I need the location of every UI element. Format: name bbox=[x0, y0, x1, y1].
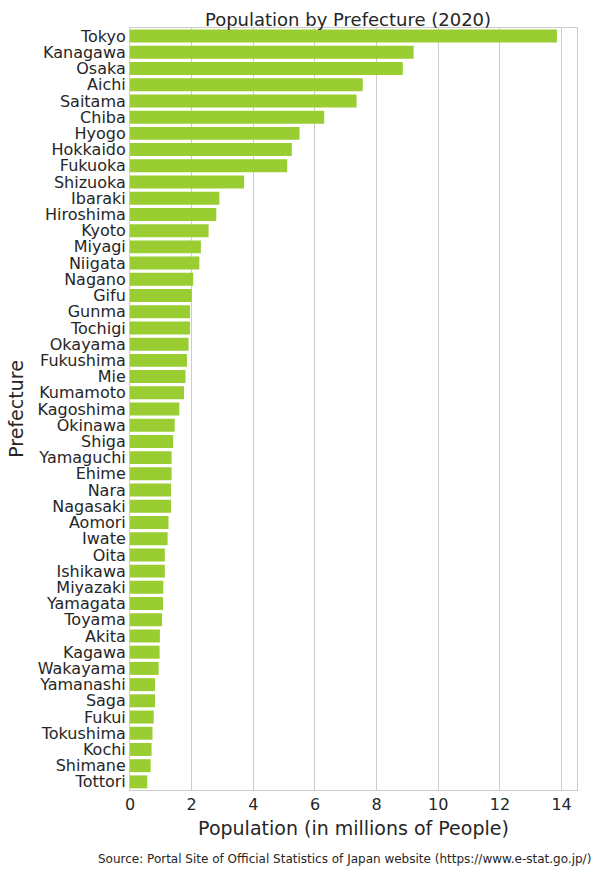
svg-text:Tokyo: Tokyo bbox=[80, 27, 126, 46]
svg-text:Yamaguchi: Yamaguchi bbox=[38, 448, 125, 467]
svg-text:Akita: Akita bbox=[85, 627, 126, 646]
svg-text:4: 4 bbox=[248, 795, 258, 814]
svg-text:Shizuoka: Shizuoka bbox=[54, 173, 126, 192]
svg-text:Chiba: Chiba bbox=[80, 108, 126, 127]
svg-text:Niigata: Niigata bbox=[69, 254, 126, 273]
svg-text:Tochigi: Tochigi bbox=[70, 319, 126, 338]
svg-text:Miyagi: Miyagi bbox=[74, 237, 126, 256]
svg-text:Iwate: Iwate bbox=[82, 529, 126, 548]
svg-text:Fukui: Fukui bbox=[84, 708, 126, 727]
svg-text:Tottori: Tottori bbox=[75, 772, 126, 791]
svg-text:Saga: Saga bbox=[86, 691, 126, 710]
svg-text:12: 12 bbox=[490, 795, 510, 814]
svg-text:Kagawa: Kagawa bbox=[63, 643, 126, 662]
svg-text:Hokkaido: Hokkaido bbox=[52, 140, 126, 159]
svg-text:0: 0 bbox=[125, 795, 135, 814]
svg-text:Gunma: Gunma bbox=[68, 302, 126, 321]
svg-text:Hyogo: Hyogo bbox=[75, 124, 126, 143]
svg-text:6: 6 bbox=[310, 795, 320, 814]
svg-text:Kyoto: Kyoto bbox=[81, 221, 126, 240]
svg-text:10: 10 bbox=[428, 795, 448, 814]
svg-text:2: 2 bbox=[187, 795, 197, 814]
svg-text:8: 8 bbox=[372, 795, 382, 814]
svg-text:Shimane: Shimane bbox=[56, 756, 126, 775]
svg-text:Saitama: Saitama bbox=[60, 92, 126, 111]
svg-text:Fukushima: Fukushima bbox=[40, 351, 126, 370]
svg-text:Oita: Oita bbox=[93, 546, 126, 565]
svg-text:Tokushima: Tokushima bbox=[41, 724, 126, 743]
svg-text:Okinawa: Okinawa bbox=[57, 416, 126, 435]
svg-text:Miyazaki: Miyazaki bbox=[56, 578, 125, 597]
svg-text:Gifu: Gifu bbox=[93, 286, 126, 305]
svg-text:Wakayama: Wakayama bbox=[38, 659, 126, 678]
svg-text:Osaka: Osaka bbox=[76, 59, 126, 78]
svg-text:Ishikawa: Ishikawa bbox=[56, 562, 125, 581]
svg-text:Hiroshima: Hiroshima bbox=[45, 205, 126, 224]
svg-text:Shiga: Shiga bbox=[81, 432, 126, 451]
svg-text:Kagoshima: Kagoshima bbox=[38, 400, 126, 419]
svg-text:Yamagata: Yamagata bbox=[46, 594, 126, 613]
svg-text:Kochi: Kochi bbox=[83, 740, 126, 759]
svg-text:14: 14 bbox=[551, 795, 571, 814]
svg-text:Nagano: Nagano bbox=[64, 270, 126, 289]
svg-text:Kumamoto: Kumamoto bbox=[39, 383, 126, 402]
svg-text:Prefecture: Prefecture bbox=[5, 360, 27, 458]
svg-text:Aichi: Aichi bbox=[87, 75, 126, 94]
svg-text:Population by Prefecture (2020: Population by Prefecture (2020) bbox=[205, 9, 491, 30]
svg-text:Population (in millions of Peo: Population (in millions of People) bbox=[198, 817, 509, 839]
svg-text:Nara: Nara bbox=[88, 481, 126, 500]
svg-text:Mie: Mie bbox=[98, 367, 126, 386]
svg-text:Ibaraki: Ibaraki bbox=[71, 189, 126, 208]
svg-text:Source: Portal Site of Officia: Source: Portal Site of Official Statisti… bbox=[98, 852, 591, 866]
svg-text:Nagasaki: Nagasaki bbox=[52, 497, 126, 516]
svg-text:Yamanashi: Yamanashi bbox=[39, 675, 126, 694]
svg-text:Kanagawa: Kanagawa bbox=[43, 43, 126, 62]
svg-text:Toyama: Toyama bbox=[63, 610, 126, 629]
svg-text:Okayama: Okayama bbox=[50, 335, 126, 354]
svg-text:Ehime: Ehime bbox=[76, 464, 126, 483]
svg-text:Aomori: Aomori bbox=[69, 513, 126, 532]
svg-text:Fukuoka: Fukuoka bbox=[60, 156, 126, 175]
